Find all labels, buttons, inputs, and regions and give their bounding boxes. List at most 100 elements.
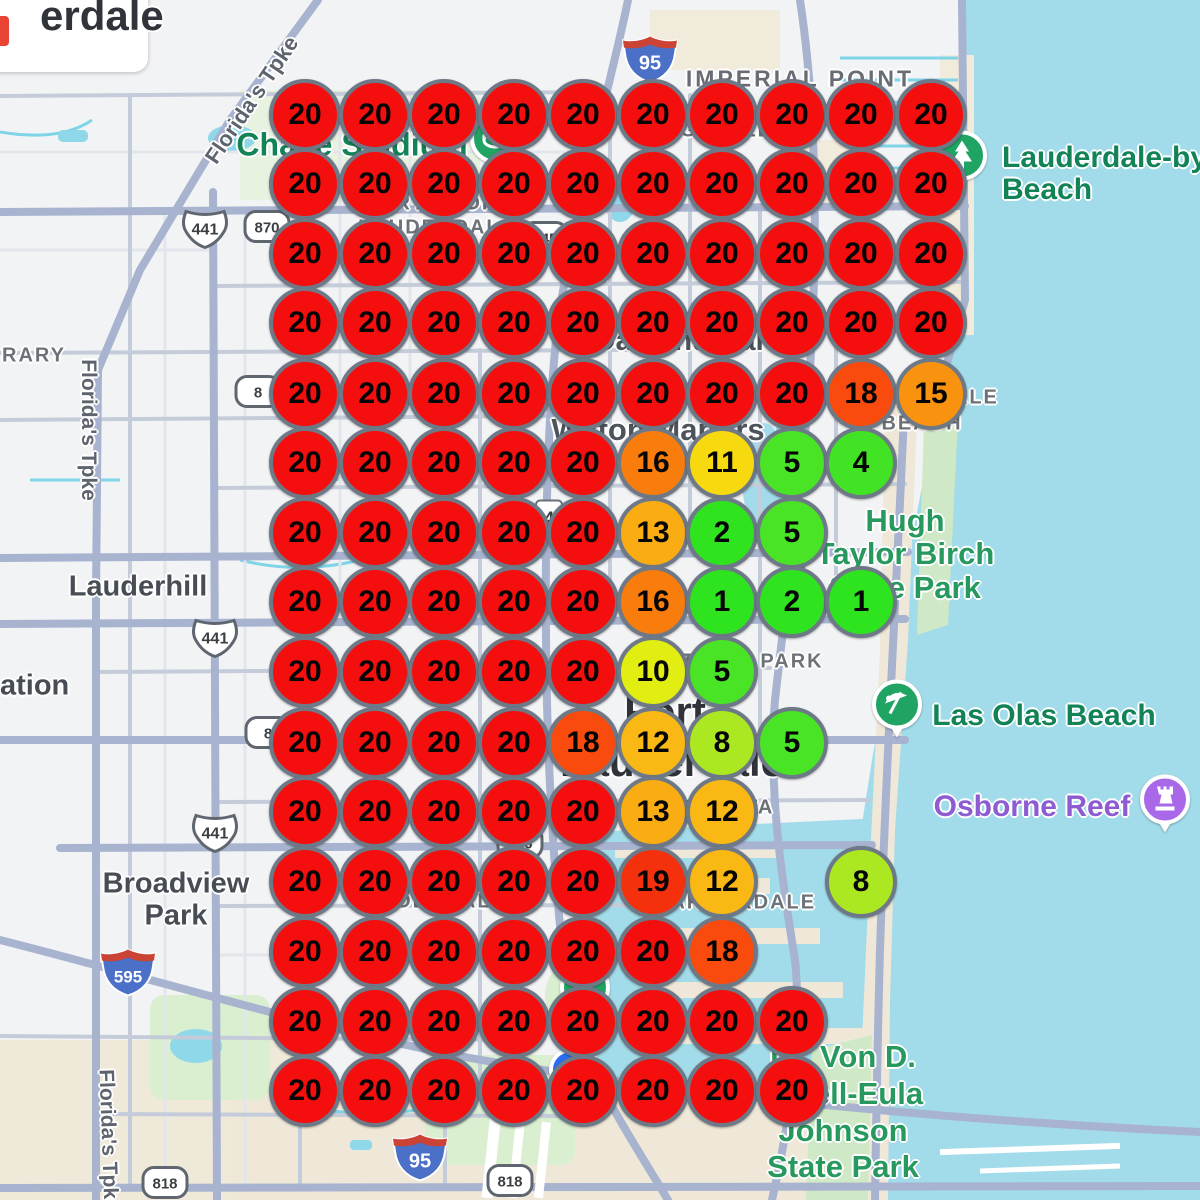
grid-marker-r1-c6[interactable]: 20 bbox=[617, 79, 689, 151]
grid-marker-r1-c9[interactable]: 20 bbox=[825, 79, 897, 151]
grid-marker-r12-c6[interactable]: 19 bbox=[617, 846, 689, 918]
grid-marker-r3-c9[interactable]: 20 bbox=[825, 218, 897, 290]
grid-marker-r3-c7[interactable]: 20 bbox=[686, 218, 758, 290]
grid-marker-r4-c1[interactable]: 20 bbox=[269, 287, 341, 359]
grid-marker-r3-c10[interactable]: 20 bbox=[895, 218, 967, 290]
umbrella-pin-icon[interactable] bbox=[871, 679, 923, 746]
grid-marker-r8-c1[interactable]: 20 bbox=[269, 566, 341, 638]
grid-marker-r11-c3[interactable]: 20 bbox=[408, 776, 480, 848]
grid-marker-r14-c5[interactable]: 20 bbox=[547, 986, 619, 1058]
grid-marker-r5-c1[interactable]: 20 bbox=[269, 358, 341, 430]
grid-marker-r10-c1[interactable]: 20 bbox=[269, 707, 341, 779]
grid-marker-r3-c2[interactable]: 20 bbox=[339, 218, 411, 290]
grid-marker-r8-c3[interactable]: 20 bbox=[408, 566, 480, 638]
grid-marker-r15-c3[interactable]: 20 bbox=[408, 1055, 480, 1127]
grid-marker-r5-c2[interactable]: 20 bbox=[339, 358, 411, 430]
grid-marker-r1-c7[interactable]: 20 bbox=[686, 79, 758, 151]
grid-marker-r7-c7[interactable]: 2 bbox=[686, 497, 758, 569]
grid-marker-r12-c9[interactable]: 8 bbox=[825, 846, 897, 918]
grid-marker-r15-c5[interactable]: 20 bbox=[547, 1055, 619, 1127]
grid-marker-r12-c5[interactable]: 20 bbox=[547, 846, 619, 918]
grid-marker-r6-c2[interactable]: 20 bbox=[339, 427, 411, 499]
grid-marker-r2-c8[interactable]: 20 bbox=[756, 148, 828, 220]
grid-marker-r12-c4[interactable]: 20 bbox=[478, 846, 550, 918]
grid-marker-r15-c1[interactable]: 20 bbox=[269, 1055, 341, 1127]
grid-marker-r3-c6[interactable]: 20 bbox=[617, 218, 689, 290]
grid-marker-r2-c4[interactable]: 20 bbox=[478, 148, 550, 220]
grid-marker-r3-c8[interactable]: 20 bbox=[756, 218, 828, 290]
grid-marker-r4-c10[interactable]: 20 bbox=[895, 287, 967, 359]
grid-marker-r1-c8[interactable]: 20 bbox=[756, 79, 828, 151]
grid-marker-r1-c2[interactable]: 20 bbox=[339, 79, 411, 151]
grid-marker-r13-c5[interactable]: 20 bbox=[547, 916, 619, 988]
grid-marker-r9-c4[interactable]: 20 bbox=[478, 636, 550, 708]
rook-icon[interactable] bbox=[1139, 774, 1191, 841]
grid-marker-r6-c1[interactable]: 20 bbox=[269, 427, 341, 499]
grid-marker-r4-c2[interactable]: 20 bbox=[339, 287, 411, 359]
grid-marker-r2-c3[interactable]: 20 bbox=[408, 148, 480, 220]
grid-marker-r14-c8[interactable]: 20 bbox=[756, 986, 828, 1058]
grid-marker-r2-c6[interactable]: 20 bbox=[617, 148, 689, 220]
grid-marker-r1-c3[interactable]: 20 bbox=[408, 79, 480, 151]
grid-marker-r7-c1[interactable]: 20 bbox=[269, 497, 341, 569]
grid-marker-r10-c7[interactable]: 8 bbox=[686, 707, 758, 779]
grid-marker-r2-c7[interactable]: 20 bbox=[686, 148, 758, 220]
grid-marker-r12-c1[interactable]: 20 bbox=[269, 846, 341, 918]
grid-marker-r5-c7[interactable]: 20 bbox=[686, 358, 758, 430]
grid-marker-r2-c9[interactable]: 20 bbox=[825, 148, 897, 220]
grid-marker-r4-c3[interactable]: 20 bbox=[408, 287, 480, 359]
grid-marker-r6-c6[interactable]: 16 bbox=[617, 427, 689, 499]
grid-marker-r9-c3[interactable]: 20 bbox=[408, 636, 480, 708]
grid-marker-r13-c7[interactable]: 18 bbox=[686, 916, 758, 988]
grid-marker-r7-c3[interactable]: 20 bbox=[408, 497, 480, 569]
grid-marker-r7-c6[interactable]: 13 bbox=[617, 497, 689, 569]
grid-marker-r14-c4[interactable]: 20 bbox=[478, 986, 550, 1058]
grid-marker-r4-c9[interactable]: 20 bbox=[825, 287, 897, 359]
grid-marker-r12-c2[interactable]: 20 bbox=[339, 846, 411, 918]
grid-marker-r5-c9[interactable]: 18 bbox=[825, 358, 897, 430]
grid-marker-r1-c1[interactable]: 20 bbox=[269, 79, 341, 151]
grid-marker-r2-c5[interactable]: 20 bbox=[547, 148, 619, 220]
grid-marker-r4-c8[interactable]: 20 bbox=[756, 287, 828, 359]
grid-marker-r7-c8[interactable]: 5 bbox=[756, 497, 828, 569]
grid-marker-r13-c2[interactable]: 20 bbox=[339, 916, 411, 988]
grid-marker-r6-c8[interactable]: 5 bbox=[756, 427, 828, 499]
grid-marker-r2-c1[interactable]: 20 bbox=[269, 148, 341, 220]
grid-marker-r14-c1[interactable]: 20 bbox=[269, 986, 341, 1058]
grid-marker-r11-c4[interactable]: 20 bbox=[478, 776, 550, 848]
grid-marker-r11-c1[interactable]: 20 bbox=[269, 776, 341, 848]
grid-marker-r5-c10[interactable]: 15 bbox=[895, 358, 967, 430]
grid-marker-r9-c1[interactable]: 20 bbox=[269, 636, 341, 708]
grid-marker-r6-c9[interactable]: 4 bbox=[825, 427, 897, 499]
grid-marker-r9-c5[interactable]: 20 bbox=[547, 636, 619, 708]
grid-marker-r4-c6[interactable]: 20 bbox=[617, 287, 689, 359]
grid-marker-r5-c5[interactable]: 20 bbox=[547, 358, 619, 430]
grid-marker-r15-c6[interactable]: 20 bbox=[617, 1055, 689, 1127]
grid-marker-r8-c4[interactable]: 20 bbox=[478, 566, 550, 638]
grid-marker-r6-c4[interactable]: 20 bbox=[478, 427, 550, 499]
grid-marker-r5-c3[interactable]: 20 bbox=[408, 358, 480, 430]
grid-marker-r14-c2[interactable]: 20 bbox=[339, 986, 411, 1058]
grid-marker-r4-c7[interactable]: 20 bbox=[686, 287, 758, 359]
grid-marker-r3-c1[interactable]: 20 bbox=[269, 218, 341, 290]
grid-marker-r5-c8[interactable]: 20 bbox=[756, 358, 828, 430]
grid-marker-r10-c4[interactable]: 20 bbox=[478, 707, 550, 779]
grid-marker-r14-c6[interactable]: 20 bbox=[617, 986, 689, 1058]
grid-marker-r8-c7[interactable]: 1 bbox=[686, 566, 758, 638]
grid-marker-r7-c4[interactable]: 20 bbox=[478, 497, 550, 569]
grid-marker-r4-c4[interactable]: 20 bbox=[478, 287, 550, 359]
grid-marker-r6-c5[interactable]: 20 bbox=[547, 427, 619, 499]
grid-marker-r9-c6[interactable]: 10 bbox=[617, 636, 689, 708]
grid-marker-r8-c8[interactable]: 2 bbox=[756, 566, 828, 638]
grid-marker-r10-c2[interactable]: 20 bbox=[339, 707, 411, 779]
grid-marker-r10-c3[interactable]: 20 bbox=[408, 707, 480, 779]
grid-marker-r2-c10[interactable]: 20 bbox=[895, 148, 967, 220]
grid-marker-r8-c2[interactable]: 20 bbox=[339, 566, 411, 638]
grid-marker-r7-c2[interactable]: 20 bbox=[339, 497, 411, 569]
grid-marker-r13-c6[interactable]: 20 bbox=[617, 916, 689, 988]
grid-marker-r5-c6[interactable]: 20 bbox=[617, 358, 689, 430]
grid-marker-r8-c9[interactable]: 1 bbox=[825, 566, 897, 638]
grid-marker-r9-c2[interactable]: 20 bbox=[339, 636, 411, 708]
grid-marker-r3-c4[interactable]: 20 bbox=[478, 218, 550, 290]
grid-marker-r1-c4[interactable]: 20 bbox=[478, 79, 550, 151]
